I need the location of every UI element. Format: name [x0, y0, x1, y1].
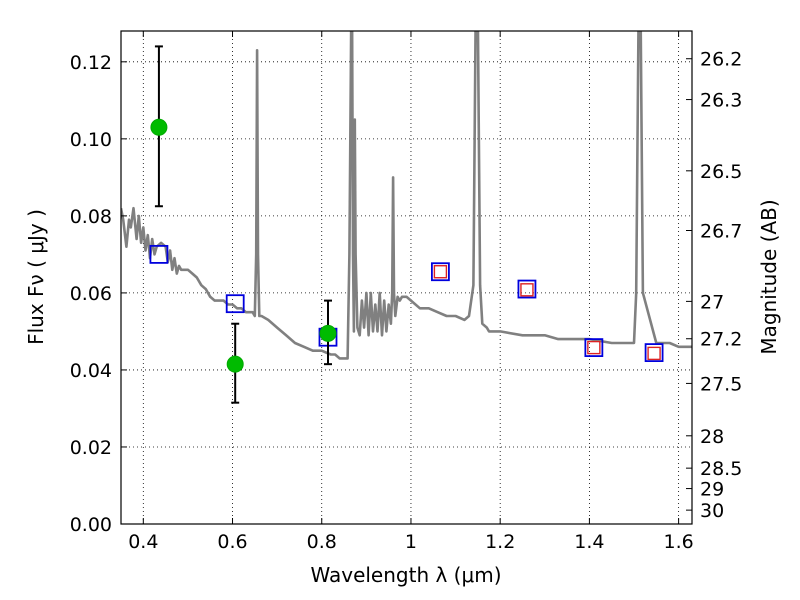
right-tick-label: 27.5: [700, 373, 742, 395]
right-tick-label: 28: [700, 426, 724, 448]
grid: [121, 31, 692, 525]
data-markers: [149, 45, 664, 404]
x-tick-label: 1.4: [574, 531, 604, 553]
blue-square-marker: [644, 343, 664, 363]
blue-square-marker: [149, 244, 169, 264]
template-spectrum: [121, 31, 692, 360]
x-axis-label: Wavelength λ (μm): [310, 563, 501, 587]
blue-square-marker: [584, 338, 604, 357]
y-axis-label: Flux Fν ( μJy ): [24, 209, 48, 345]
green-point-marker: [150, 118, 168, 136]
green-point-marker: [319, 324, 337, 342]
y-tick-label: 0.10: [70, 129, 112, 151]
x-tick-label: 1.2: [485, 531, 515, 553]
spectrum-line: [121, 31, 692, 360]
right-tick-label: 29: [700, 479, 724, 501]
y-tick-label: 0.12: [70, 52, 112, 74]
right-tick-label: 27: [700, 291, 724, 313]
x-tick-label: 0.6: [217, 531, 247, 553]
right-tick-label: 26.2: [700, 49, 742, 71]
right-tick-label: 27.2: [700, 329, 742, 351]
blue-square-marker: [517, 279, 537, 299]
x-tick-label: 1.6: [664, 531, 694, 553]
red-square-marker: [520, 283, 534, 297]
red-square-marker: [433, 265, 448, 279]
y-tick-label: 0.02: [70, 437, 112, 459]
right-tick-label: 26.3: [700, 90, 742, 112]
x-tick-label: 0.4: [128, 531, 158, 553]
y-tick-label: 0.08: [70, 206, 112, 228]
plot-frame: [120, 30, 693, 525]
right-tick-label: 30: [700, 500, 724, 522]
green-point-marker: [226, 355, 244, 373]
x-tick-label: 1: [405, 531, 417, 553]
right-tick-label: 28.5: [700, 458, 742, 480]
y-tick-label: 0.06: [70, 283, 112, 305]
blue-square-marker: [225, 294, 245, 314]
red-square-marker: [647, 346, 661, 361]
y-tick-label: 0.04: [70, 360, 112, 382]
x-tick-label: 0.8: [307, 531, 337, 553]
red-square-marker: [587, 340, 601, 355]
axis-ticks: 0.4 0.6 0.8 1 1.2 1.4 1.6 0.00 0.02 0.04 0.06 0.08 0…: [70, 31, 742, 553]
right-tick-label: 26.7: [700, 221, 742, 243]
blue-square-marker: [431, 262, 450, 282]
right-tick-label: 26.5: [700, 161, 742, 183]
right-axis-label: Magnitude (AB): [757, 199, 781, 354]
y-tick-label: 0.00: [70, 514, 112, 536]
